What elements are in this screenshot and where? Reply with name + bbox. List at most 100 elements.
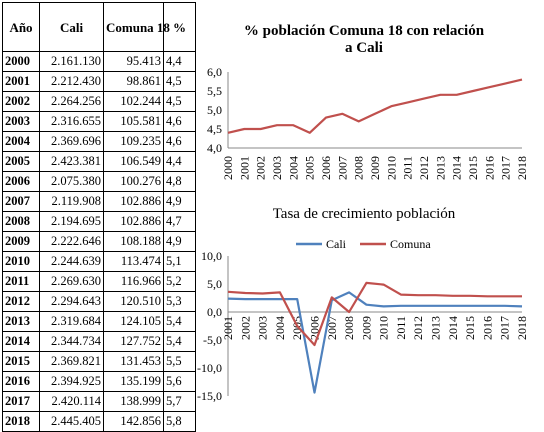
cell-year: 2016: [2, 371, 40, 392]
x-tick-label: 2005: [303, 156, 317, 180]
header-percent: %: [163, 2, 196, 52]
legend-label: Cali: [326, 237, 347, 251]
cell-percent: 4,8: [163, 171, 196, 192]
y-tick-label: 4,5: [207, 122, 222, 136]
cell-cali: 2.269.630: [39, 271, 104, 292]
series-line-cali: [227, 291, 523, 394]
x-tick-label: 2011: [394, 316, 408, 340]
y-tick-label: 4,0: [207, 141, 222, 155]
x-tick-label: 2004: [286, 156, 300, 180]
x-tick-label: 2010: [377, 316, 391, 340]
cell-percent: 5,8: [163, 411, 196, 432]
cell-cali: 2.445.405: [39, 411, 104, 432]
table-row: 2012 2.294.643 120.510 5,3: [2, 291, 196, 312]
cell-year: 2017: [2, 391, 40, 412]
y-tick-label: 0,0: [207, 305, 222, 319]
cell-comuna: 102.244: [103, 91, 164, 112]
x-tick-label: 2000: [221, 156, 235, 180]
x-tick-label: 2016: [480, 316, 494, 340]
y-tick-label: 6,0: [207, 65, 222, 79]
x-tick-label: 2003: [256, 316, 270, 340]
cell-percent: 5,3: [163, 291, 196, 312]
x-tick-label: 2015: [466, 156, 480, 180]
series-line-0: [227, 78, 523, 134]
series-line-comuna: [227, 281, 522, 347]
x-tick-label: 2006: [307, 316, 321, 340]
table-header-row: Año Cali Comuna 18 %: [2, 2, 196, 52]
population-table: Año Cali Comuna 18 % 2000 2.161.130 95.413…: [2, 2, 196, 432]
cell-cali: 2.316.655: [39, 111, 104, 132]
cell-year: 2003: [2, 111, 40, 132]
cell-comuna: 95.413: [103, 51, 164, 72]
cell-percent: 5,2: [163, 271, 196, 292]
table-body: 2000 2.161.130 95.413 4,4 2001 2.212.430 98.86…: [2, 51, 196, 432]
percent-chart: % población Comuna 18 con relación a Cali…: [207, 23, 529, 180]
cell-comuna: 116.966: [103, 271, 164, 292]
x-tick-label: 2009: [368, 156, 382, 180]
cell-year: 2006: [2, 171, 40, 192]
cell-year: 2001: [2, 71, 40, 92]
table-row: 2014 2.344.734 127.752 5,4: [2, 331, 196, 352]
cell-comuna: 105.581: [103, 111, 164, 132]
cell-percent: 4,7: [163, 211, 196, 232]
cell-cali: 2.394.925: [39, 371, 104, 392]
cell-year: 2014: [2, 331, 40, 352]
x-tick-label: 2011: [401, 156, 415, 180]
cell-year: 2002: [2, 91, 40, 112]
cell-cali: 2.369.821: [39, 351, 104, 372]
cell-comuna: 138.999: [103, 391, 164, 412]
cell-year: 2011: [2, 271, 40, 292]
cell-percent: 4,4: [163, 151, 196, 172]
cell-percent: 4,9: [163, 191, 196, 212]
table-row: 2002 2.264.256 102.244 4,5: [2, 91, 196, 112]
cell-comuna: 142.856: [103, 411, 164, 432]
x-tick-label: 2012: [411, 316, 425, 340]
x-tick-label: 2017: [499, 156, 513, 180]
table-row: 2008 2.194.695 102.886 4,7: [2, 211, 196, 232]
x-tick-label: 2006: [319, 156, 333, 180]
x-tick-label: 2001: [237, 156, 251, 180]
cell-percent: 5,4: [163, 331, 196, 352]
table-row: 2007 2.119.908 102.886 4,9: [2, 191, 196, 212]
y-tick-label: -5,0: [203, 333, 222, 347]
x-tick-label: 2008: [352, 156, 366, 180]
cell-comuna: 106.549: [103, 151, 164, 172]
page: Año Cali Comuna 18 % 2000 2.161.130 95.413…: [2, 2, 529, 432]
x-tick-label: 2001: [221, 316, 235, 340]
x-tick-label: 2004: [273, 316, 287, 340]
table-row: 2005 2.423.381 106.549 4,4: [2, 151, 196, 172]
cell-cali: 2.194.695: [39, 211, 104, 232]
cell-cali: 2.420.114: [39, 391, 104, 412]
table-row: 2018 2.445.405 142.856 5,8: [2, 411, 196, 432]
cell-year: 2007: [2, 191, 40, 212]
x-tick-label: 2017: [498, 316, 512, 340]
x-tick-label: 2012: [417, 156, 431, 180]
header-year: Año: [2, 2, 40, 52]
y-tick-label: -10,0: [197, 361, 222, 375]
x-tick-label: 2002: [254, 156, 268, 180]
x-tick-label: 2008: [342, 316, 356, 340]
y-tick-label: 5,0: [207, 277, 222, 291]
legend-label: Comuna: [390, 237, 431, 251]
x-tick-label: 2014: [450, 156, 464, 180]
cell-percent: 4,5: [163, 71, 196, 92]
growth-rate-chart: Tasa de crecimiento población -15,0 -10,0 -…: [197, 206, 529, 403]
table-row: 2010 2.244.639 113.474 5,1: [2, 251, 196, 272]
x-tick-label: 2016: [482, 156, 496, 180]
cell-cali: 2.119.908: [39, 191, 104, 212]
cell-comuna: 120.510: [103, 291, 164, 312]
chart-title: Tasa de crecimiento población: [273, 206, 456, 222]
x-tick-label: 2010: [384, 156, 398, 180]
x-tick-label: 2018: [515, 316, 529, 340]
x-tick-label: 2003: [270, 156, 284, 180]
cell-cali: 2.075.380: [39, 171, 104, 192]
x-tick-label: 2002: [238, 316, 252, 340]
cell-comuna: 98.861: [103, 71, 164, 92]
table-row: 2001 2.212.430 98.861 4,5: [2, 71, 196, 92]
cell-percent: 4,5: [163, 91, 196, 112]
x-tick-label: 2013: [429, 316, 443, 340]
x-tick-label: 2018: [515, 156, 529, 180]
table-row: 2011 2.269.630 116.966 5,2: [2, 271, 196, 292]
cell-year: 2005: [2, 151, 40, 172]
y-tick-label: 5,5: [207, 84, 222, 98]
